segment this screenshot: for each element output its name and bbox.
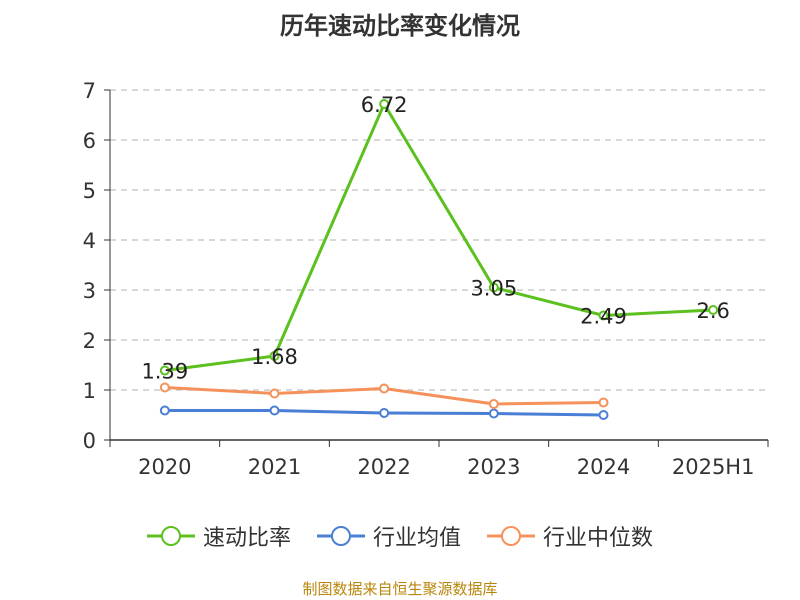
- data-point: [159, 382, 170, 393]
- y-tick-label: 1: [83, 379, 96, 403]
- legend: 速动比率 行业均值 行业中位数: [0, 520, 800, 552]
- legend-label-quick-ratio: 速动比率: [202, 526, 291, 551]
- grid-lines: [110, 89, 768, 391]
- legend-item-industry-mean[interactable]: 行业均值: [316, 520, 461, 552]
- data-point: [269, 405, 280, 416]
- x-tick-label: 2025H1: [672, 455, 755, 479]
- x-tick-label: 2024: [577, 455, 630, 479]
- x-tick-label: 2020: [138, 455, 191, 479]
- data-label: 2.6: [696, 299, 729, 323]
- x-tick-label: 2022: [357, 455, 410, 479]
- data-point: [488, 399, 499, 409]
- legend-label-industry-mean: 行业均值: [372, 526, 461, 551]
- x-tick-label: 2021: [248, 455, 301, 479]
- y-tick-label: 0: [83, 429, 96, 453]
- series-line-0: [164, 102, 714, 372]
- axes: 0 1 2 3 4 5 6 7 2020 2021 2022 2023 2024 2025H1: [83, 79, 769, 479]
- x-tick-label: 2023: [467, 455, 520, 479]
- data-point: [159, 365, 170, 376]
- legend-label-industry-median: 行业中位数: [543, 526, 654, 551]
- data-label: 1.68: [251, 345, 298, 369]
- data-point: [379, 408, 390, 418]
- data-labels: 1.39 1.68 6.72 3.05 2.49 2.6: [141, 93, 729, 384]
- data-point: [488, 408, 499, 419]
- data-point: [269, 351, 280, 361]
- y-tick-label: 3: [83, 279, 96, 303]
- series: [159, 99, 719, 420]
- data-label: 2.49: [580, 305, 627, 329]
- data-point: [598, 310, 609, 321]
- legend-swatch-industry-mean: [316, 526, 365, 546]
- y-tick-label: 5: [83, 179, 96, 203]
- legend-item-industry-median[interactable]: 行业中位数: [487, 520, 653, 552]
- y-tick-label: 4: [83, 229, 96, 253]
- legend-item-quick-ratio[interactable]: 速动比率: [146, 520, 291, 552]
- data-point: [379, 99, 390, 109]
- data-point: [598, 397, 609, 408]
- chart-title: 历年速动比率变化情况: [280, 12, 520, 40]
- data-label: 6.72: [361, 93, 408, 117]
- data-label: 3.05: [470, 277, 517, 301]
- y-tick-label: 2: [83, 329, 96, 353]
- data-source-note: 制图数据来自恒生聚源数据库: [302, 580, 498, 598]
- data-point: [488, 282, 499, 293]
- data-point: [708, 305, 719, 315]
- data-point: [379, 383, 390, 394]
- data-point: [269, 388, 280, 399]
- data-point: [598, 410, 609, 420]
- y-tick-label: 6: [83, 129, 96, 153]
- data-label: 1.39: [141, 360, 188, 384]
- legend-swatch-quick-ratio: [146, 526, 195, 546]
- data-point: [159, 405, 170, 416]
- y-tick-label: 7: [83, 79, 96, 103]
- legend-swatch-industry-median: [487, 526, 535, 546]
